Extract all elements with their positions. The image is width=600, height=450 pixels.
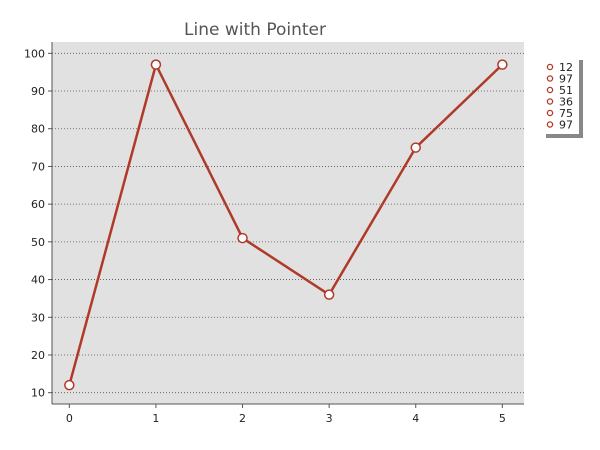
x-tick-label: 2 — [239, 412, 246, 425]
plot-area — [52, 42, 524, 404]
legend-entry-label: 97 — [559, 119, 573, 132]
legend-entry-label: 75 — [559, 107, 573, 120]
x-tick-label: 3 — [326, 412, 333, 425]
legend-marker — [546, 98, 554, 105]
chart-title: Line with Pointer — [184, 20, 326, 40]
y-tick-label: 10 — [31, 387, 45, 400]
legend-marker — [546, 86, 554, 94]
y-tick-label: 90 — [31, 85, 45, 98]
y-tick-label: 100 — [24, 47, 45, 60]
legend-marker — [546, 121, 554, 128]
legend-marker — [546, 63, 554, 71]
y-tick-label: 60 — [31, 198, 45, 211]
legend-entry-label: 36 — [559, 96, 573, 109]
y-tick-label: 80 — [31, 123, 45, 136]
y-axis-ticks: 10 20 30 40 50 60 70 80 90 100 — [24, 47, 52, 400]
x-axis-ticks: 0 1 2 3 4 5 — [66, 404, 506, 425]
legend-entry-label: 51 — [559, 84, 573, 97]
data-point-marker — [64, 379, 75, 391]
x-tick-label: 5 — [499, 412, 506, 425]
x-tick-label: 4 — [412, 412, 419, 425]
data-point-marker — [497, 59, 508, 70]
series-line — [68, 63, 504, 386]
legend-marker — [546, 75, 554, 82]
legend-marker — [546, 109, 554, 117]
y-tick-label: 30 — [31, 311, 45, 324]
legend-entry-label: 97 — [559, 73, 573, 86]
data-point-marker — [323, 289, 335, 300]
axes — [51, 42, 524, 405]
legend-box — [541, 56, 579, 134]
data-point-marker — [410, 142, 421, 153]
y-tick-label: 20 — [31, 349, 45, 362]
y-tick-label: 70 — [31, 160, 45, 173]
y-tick-label: 40 — [31, 274, 45, 287]
x-tick-label: 0 — [66, 412, 73, 425]
x-tick-label: 1 — [152, 412, 159, 425]
data-point-marker — [150, 59, 162, 70]
legend-entry-label: 12 — [559, 61, 573, 74]
grid-lines — [52, 52, 524, 394]
y-tick-label: 50 — [31, 236, 45, 249]
data-point-marker — [237, 232, 248, 244]
series — [64, 59, 508, 391]
